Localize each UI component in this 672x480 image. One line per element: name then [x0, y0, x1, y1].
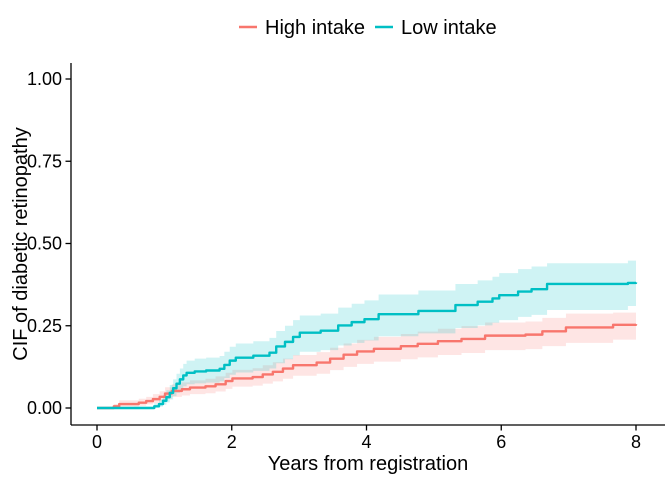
y-tick-label: 0.50 — [27, 234, 62, 254]
y-axis-ticks: 0.00 0.25 0.50 0.75 1.00 — [27, 69, 71, 418]
x-tick-label: 8 — [631, 432, 641, 452]
legend-label-high-intake: High intake — [265, 17, 365, 39]
axes — [70, 63, 665, 426]
legend-label-low-intake: Low intake — [401, 17, 497, 39]
confidence-bands — [97, 259, 636, 408]
cif-step-curves — [97, 281, 638, 410]
x-axis-title: Years from registration — [268, 453, 468, 475]
x-tick-label: 6 — [496, 432, 506, 452]
y-axis-title: CIF of diabetic retinopathy — [10, 127, 32, 360]
y-tick-label: 0.00 — [27, 398, 62, 418]
cif-curve-high-intake — [97, 323, 638, 410]
x-axis-ticks: 0 2 4 6 8 — [92, 425, 641, 452]
x-tick-label: 2 — [227, 432, 237, 452]
legend: High intake Low intake — [239, 17, 497, 39]
y-tick-label: 0.25 — [27, 316, 62, 336]
x-tick-label: 0 — [92, 432, 102, 452]
y-tick-label: 0.75 — [27, 151, 62, 171]
x-tick-label: 4 — [361, 432, 371, 452]
confidence-band-low-intake — [97, 259, 636, 408]
cif-curve-low-intake — [97, 281, 638, 410]
y-tick-label: 1.00 — [27, 69, 62, 89]
